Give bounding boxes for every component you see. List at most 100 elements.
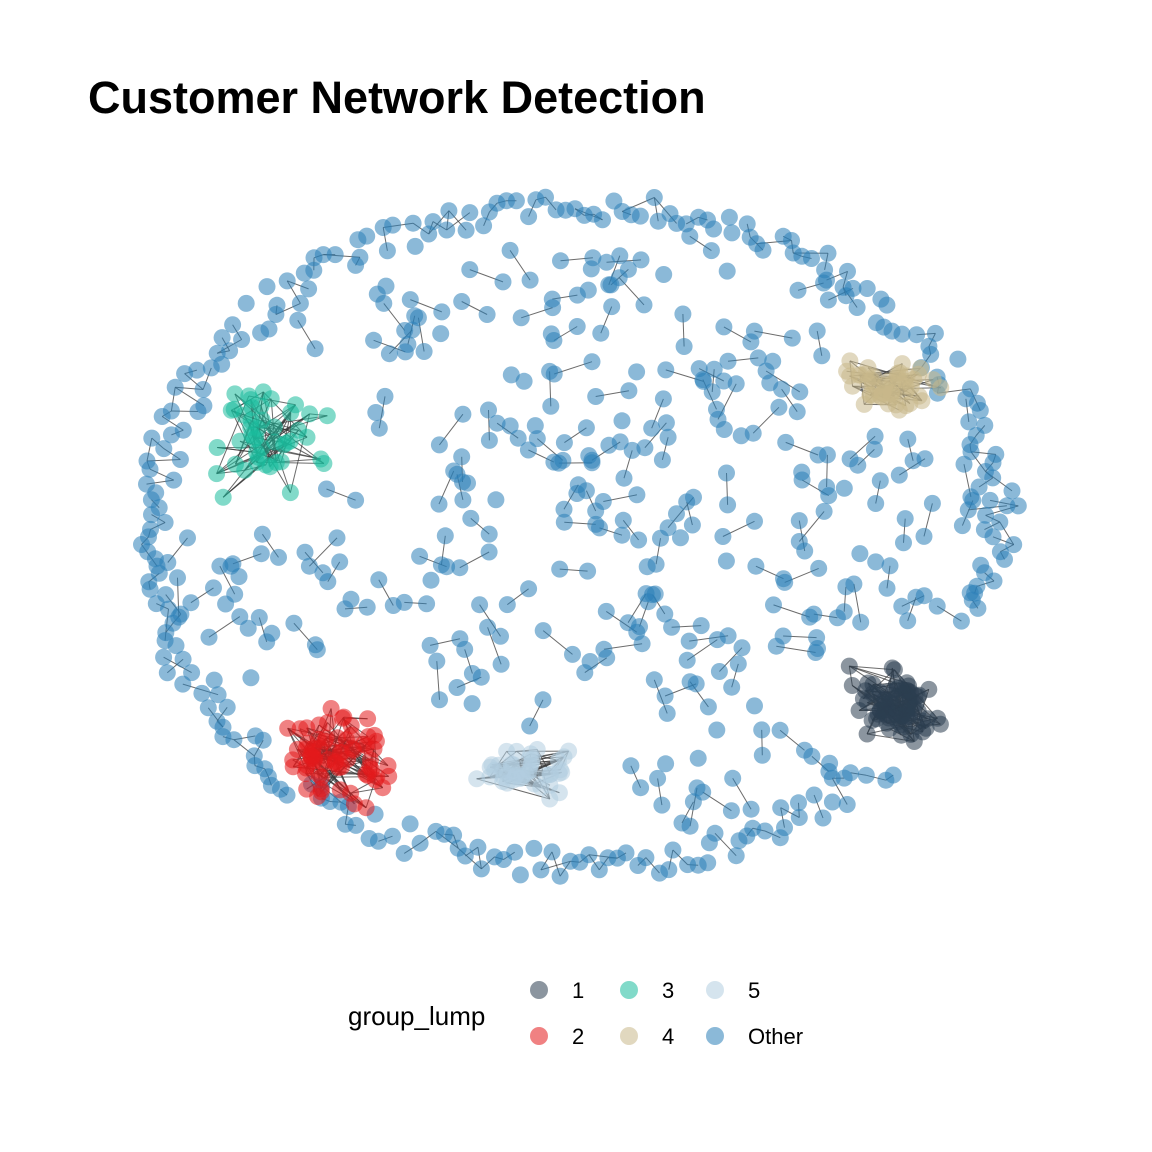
network-node-group-other (699, 698, 717, 716)
network-node-group-other (657, 361, 675, 379)
network-node-group-other (507, 192, 525, 210)
network-node-group-other (221, 342, 239, 360)
network-node-group-other (783, 329, 801, 347)
network-node-group-other (239, 619, 257, 637)
network-node-group-other (722, 802, 740, 820)
network-node-group-other (561, 852, 579, 870)
network-node-group-other (487, 491, 505, 509)
network-node-group-other (837, 578, 855, 596)
network-node-group-other (583, 353, 601, 371)
network-node-group-other (658, 704, 676, 722)
network-node-group-other (486, 848, 503, 866)
network-node-group-other (480, 543, 498, 561)
network-node-group-other (449, 839, 467, 857)
network-node-group-3 (315, 455, 333, 472)
network-node-group-3 (265, 418, 283, 436)
network-node-group-other (765, 596, 782, 614)
network-node-group-other (729, 655, 747, 673)
network-node-group-other (733, 639, 751, 657)
network-node-group-other (211, 557, 229, 575)
network-node-group-2 (329, 729, 346, 747)
network-node-group-5 (555, 748, 573, 766)
network-node-group-other (454, 405, 472, 423)
network-node-group-2 (342, 717, 360, 735)
network-node-group-other (810, 559, 828, 577)
network-node-group-other (681, 817, 699, 835)
network-node-group-other (479, 618, 497, 636)
network-node-group-other (169, 569, 186, 587)
network-node-group-4 (841, 352, 859, 370)
network-node-group-other (418, 595, 436, 613)
network-node-group-other (406, 237, 424, 255)
network-node-group-other (291, 294, 309, 312)
network-node-group-2 (379, 757, 397, 775)
network-node-group-other (835, 603, 853, 621)
network-node-group-other (656, 687, 674, 705)
network-node-group-other (582, 260, 600, 278)
network-node-group-other (580, 447, 598, 465)
network-node-group-other (753, 746, 771, 764)
network-node-group-other (663, 618, 681, 636)
network-node-group-other (480, 431, 498, 449)
network-node-group-other (260, 320, 278, 338)
network-node-group-other (852, 613, 870, 631)
network-node-group-3 (318, 407, 336, 425)
network-node-group-other (687, 675, 705, 693)
network-node-group-other (218, 698, 236, 716)
network-node-group-2 (297, 740, 315, 758)
network-node-group-2 (342, 784, 360, 802)
network-node-group-other (791, 383, 809, 401)
network-node-group-other (635, 296, 653, 314)
network-node-group-2 (298, 780, 316, 798)
network-node-group-other (404, 214, 422, 232)
network-node-group-other (685, 488, 702, 506)
network-node-group-other (896, 510, 914, 528)
network-node-group-other (155, 648, 173, 666)
network-node-group-3 (225, 400, 243, 418)
network-node-group-other (908, 326, 926, 344)
network-node-group-other (984, 528, 1002, 546)
network-node-group-other (749, 349, 767, 367)
network-node-group-other (655, 266, 673, 283)
network-node-group-other (922, 345, 940, 363)
network-node-group-other (411, 547, 429, 565)
network-node-group-other (684, 793, 702, 811)
network-node-group-other (543, 843, 561, 861)
network-node-group-other (788, 403, 806, 421)
network-node-group-other (923, 494, 941, 512)
network-node-group-other (551, 867, 569, 885)
network-node-group-other (213, 329, 231, 347)
network-node-group-other (668, 505, 685, 523)
network-node-group-other (767, 637, 785, 655)
network-node-group-4 (876, 380, 894, 398)
network-node-group-other (438, 221, 456, 239)
network-node-group-other (200, 628, 218, 646)
network-node-group-other (157, 586, 175, 604)
network-node-group-other (205, 671, 223, 689)
network-node-group-other (803, 250, 820, 267)
network-node-group-other (1003, 482, 1021, 500)
network-node-group-other (174, 650, 192, 668)
network-node-group-other (258, 278, 276, 296)
network-node-group-other (754, 241, 772, 259)
network-node-group-other (170, 608, 188, 626)
network-node-group-other (568, 318, 586, 335)
network-node-group-other (336, 815, 354, 833)
network-node-group-other (401, 815, 419, 833)
network-node-group-other (890, 466, 908, 484)
network-node-group-1 (864, 676, 882, 693)
network-node-group-other (675, 338, 693, 355)
network-node-group-other (555, 434, 573, 452)
network-node-group-other (384, 827, 401, 845)
network-node-group-other (194, 381, 212, 398)
network-node-group-other (475, 217, 493, 235)
network-node-group-other (314, 564, 332, 582)
network-node-group-other (492, 627, 509, 645)
network-node-group-other (331, 553, 349, 571)
network-node-group-other (461, 261, 479, 279)
network-node-group-other (415, 343, 433, 360)
network-node-group-other (705, 220, 723, 238)
network-node-group-other (552, 252, 569, 270)
network-node-group-other (224, 316, 242, 334)
network-node-group-other (695, 372, 712, 390)
